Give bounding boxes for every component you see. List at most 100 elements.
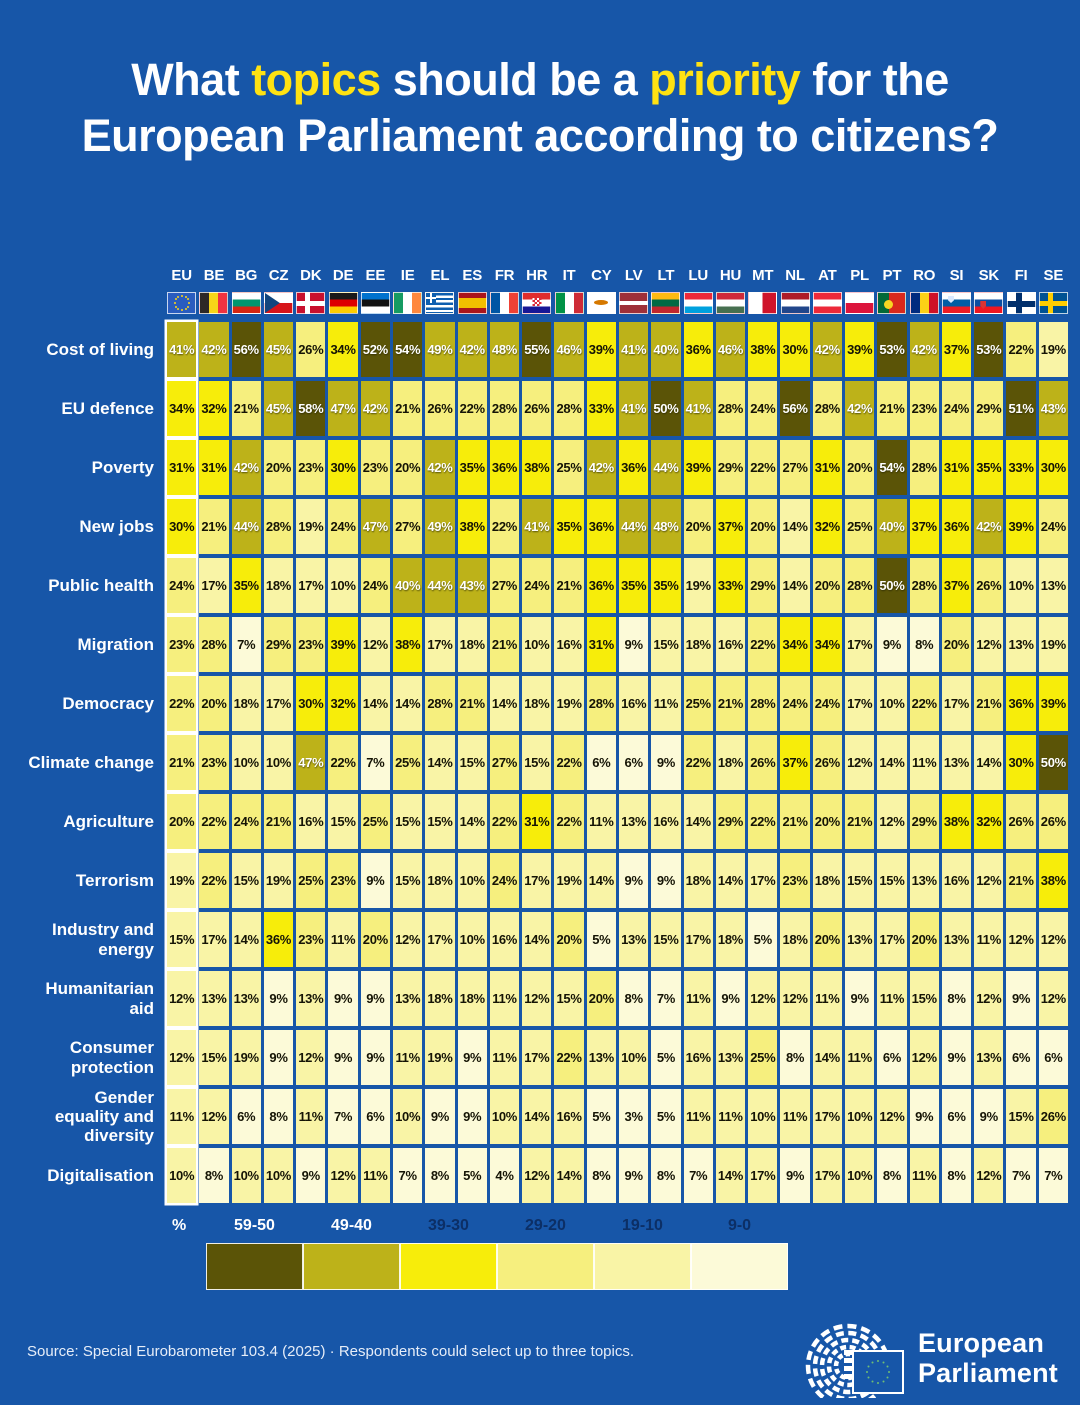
heatmap-cell: 10%	[457, 853, 487, 908]
heatmap-cell: 19%	[167, 853, 197, 908]
heatmap-cell: 41%	[619, 381, 649, 436]
heatmap-cell: 26%	[1038, 1089, 1068, 1144]
heatmap-cell: 26%	[296, 322, 326, 377]
heatmap-cell: 22%	[748, 794, 778, 849]
country-code-header-mt: MT	[752, 267, 774, 284]
heatmap-cell: 16%	[489, 912, 520, 967]
grid-corner	[26, 260, 164, 284]
heatmap-cell: 8%	[941, 971, 972, 1026]
heatmap-cell: 11%	[393, 1030, 423, 1085]
row-label: Industry and energy	[51, 920, 154, 959]
heatmap-cell: 10%	[1006, 558, 1036, 613]
heatmap-cell: 24%	[489, 853, 520, 908]
flag-cell	[167, 288, 197, 318]
heatmap-cell: 14%	[877, 735, 907, 790]
legend-bin-label: 49-40	[331, 1217, 372, 1234]
flag-es-icon	[457, 292, 487, 314]
heatmap-cell: 9%	[845, 971, 875, 1026]
heatmap-cell: 29%	[974, 381, 1004, 436]
heatmap-cell: 14%	[715, 1148, 746, 1203]
heatmap-cell: 26%	[1006, 794, 1036, 849]
heatmap-cell: 44%	[425, 558, 455, 613]
heatmap-cell: 29%	[748, 558, 778, 613]
heatmap-cell: 29%	[909, 794, 939, 849]
heatmap-cell: 47%	[328, 381, 358, 436]
heatmap-cell: 9%	[425, 1089, 455, 1144]
country-code-header-lt: LT	[657, 267, 675, 284]
heatmap-cell: 14%	[489, 676, 520, 731]
heatmap-cell: 39%	[1006, 499, 1036, 554]
heatmap-cell: 30%	[1006, 735, 1036, 790]
heatmap-cell: 12%	[974, 971, 1004, 1026]
heatmap-cell: 13%	[619, 912, 649, 967]
heatmap-cell: 20%	[845, 440, 875, 495]
heatmap-cell: 20%	[941, 617, 972, 672]
flag-cell	[199, 288, 229, 318]
heatmap-cell: 28%	[263, 499, 294, 554]
heatmap-cell: 7%	[231, 617, 261, 672]
heatmap-cell: 7%	[360, 735, 390, 790]
heatmap-cell: 13%	[231, 971, 261, 1026]
country-code-header-it: IT	[562, 267, 576, 284]
row-label: Digitalisation	[47, 1165, 154, 1185]
heatmap-cell: 14%	[683, 794, 713, 849]
heatmap-cell: 11%	[167, 1089, 197, 1144]
heatmap-cell: 13%	[1038, 558, 1068, 613]
heatmap-cell: 41%	[522, 499, 552, 554]
heatmap-cell: 25%	[748, 1030, 778, 1085]
heatmap-cell: 9%	[651, 735, 681, 790]
flag-cell	[683, 288, 713, 318]
heatmap-cell: 6%	[586, 735, 616, 790]
heatmap-cell: 50%	[1038, 735, 1068, 790]
heatmap-cell: 9%	[619, 1148, 649, 1203]
heatmap-cell: 40%	[877, 499, 907, 554]
heatmap-cell: 9%	[619, 617, 649, 672]
country-code-header-fr: FR	[494, 267, 515, 284]
heatmap-cell: 42%	[199, 322, 229, 377]
flag-de-icon	[328, 292, 358, 314]
heatmap-cell: 20%	[586, 971, 616, 1026]
heatmap-cell: 20%	[360, 912, 390, 967]
heatmap-cell: 28%	[909, 558, 939, 613]
heatmap-cell: 12%	[199, 1089, 229, 1144]
heatmap-cell: 12%	[1038, 912, 1068, 967]
heatmap-cell: 11%	[489, 1030, 520, 1085]
heatmap-cell: 6%	[941, 1089, 972, 1144]
heatmap-cell: 8%	[780, 1030, 810, 1085]
heatmap-cell: 15%	[393, 794, 423, 849]
heatmap-cell: 11%	[489, 971, 520, 1026]
heatmap-cell: 8%	[619, 971, 649, 1026]
heatmap-cell: 13%	[393, 971, 423, 1026]
heatmap-cell: 26%	[812, 735, 842, 790]
flag-cell	[812, 288, 842, 318]
heatmap-cell: 45%	[263, 322, 294, 377]
heatmap-cell: 36%	[586, 499, 616, 554]
heatmap-cell: 28%	[554, 381, 584, 436]
heatmap-cell: 8%	[263, 1089, 294, 1144]
heatmap-cell: 24%	[941, 381, 972, 436]
heatmap-cell: 35%	[231, 558, 261, 613]
country-code-header-de: DE	[332, 267, 354, 284]
row-label: Public health	[48, 575, 154, 595]
heatmap-cell: 15%	[909, 971, 939, 1026]
flag-cell	[231, 288, 261, 318]
heatmap-cell: 21%	[231, 381, 261, 436]
heatmap-cell: 16%	[941, 853, 972, 908]
heatmap-cell: 12%	[393, 912, 423, 967]
title-text: for the European Parliament according to…	[81, 54, 999, 162]
heatmap-cell: 14%	[715, 853, 746, 908]
flag-mt-icon	[748, 292, 778, 314]
heatmap-cell: 20%	[812, 794, 842, 849]
heatmap-cell: 36%	[683, 322, 713, 377]
heatmap-cell: 35%	[651, 558, 681, 613]
flag-cell	[1038, 288, 1068, 318]
heatmap-cell: 44%	[231, 499, 261, 554]
heatmap-cell: 23%	[199, 735, 229, 790]
flag-dk-icon	[296, 292, 326, 314]
row-label: Terrorism	[75, 870, 154, 890]
heatmap-cell: 9%	[619, 853, 649, 908]
heatmap-cell: 15%	[199, 1030, 229, 1085]
heatmap-cell: 11%	[586, 794, 616, 849]
heatmap-cell: 18%	[812, 853, 842, 908]
heatmap-cell: 38%	[941, 794, 972, 849]
